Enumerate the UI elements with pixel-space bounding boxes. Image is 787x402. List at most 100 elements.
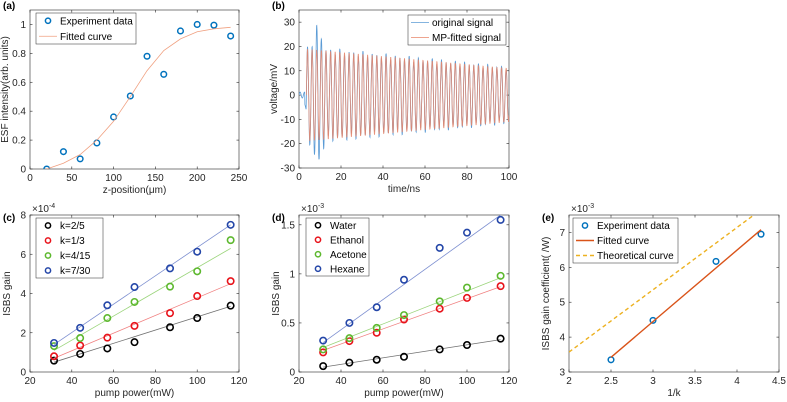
data-point [319, 348, 328, 357]
legend: Experiment data Fitted curve Theoretical c… [572, 217, 679, 264]
legend-marker [44, 222, 52, 229]
plot-area [569, 215, 765, 364]
data-point [496, 282, 505, 291]
data-point [372, 328, 381, 337]
legend-marker [314, 221, 322, 229]
data-point [50, 342, 59, 351]
data-point [462, 293, 471, 302]
y-tick-label: 3 [559, 368, 565, 379]
legend-marker [314, 265, 322, 273]
data-point [130, 297, 139, 306]
panel-label: (d) [272, 213, 285, 224]
data-point [462, 283, 471, 292]
x-tick-label: 3.5 [688, 376, 702, 387]
x-axis-label: time/ns [388, 184, 420, 195]
data-point [76, 341, 85, 350]
legend-marker [314, 236, 322, 244]
series-line [569, 215, 755, 353]
data-point [76, 155, 84, 163]
axis-exponent-power: -4 [49, 203, 55, 210]
legend-label: MP-fitted signal [432, 33, 501, 44]
panel-label: (e) [542, 213, 554, 224]
axis-exponent-power: -3 [318, 203, 324, 210]
data-point [193, 20, 201, 29]
legend-label: Acetone [330, 250, 367, 261]
y-tick-label: 0 [289, 91, 295, 102]
legend-label: k=7/30 [60, 266, 91, 277]
legend-box [35, 12, 137, 45]
data-point [319, 362, 328, 371]
y-axis-label: voltage/mV [269, 64, 280, 114]
data-point [227, 32, 235, 40]
y-tick-label: 0.4 [12, 107, 26, 118]
data-point [130, 283, 139, 292]
x-axis-label: pump power(mW) [364, 388, 443, 399]
data-point [103, 314, 112, 323]
data-point [712, 257, 720, 265]
axis-exponent: ×10-3 [571, 203, 594, 215]
data-point [372, 355, 381, 364]
y-axis-label: ESF intensity(arb. units) [0, 36, 11, 143]
data-point [50, 356, 59, 365]
y-axis-label: ISBS gain [271, 271, 282, 315]
data-point [76, 323, 85, 332]
legend-marker [44, 17, 52, 25]
data-point [130, 338, 139, 347]
axis-exponent-power: -3 [588, 203, 594, 210]
y-axis-label: ISBS gain [2, 271, 13, 315]
y-tick-label: 30 [284, 18, 296, 29]
data-point [50, 338, 59, 347]
data-point [210, 21, 218, 29]
y-tick-label: 2 [20, 328, 26, 339]
data-point [462, 341, 471, 350]
y-tick-label: 1.5 [281, 220, 295, 231]
legend-marker [314, 250, 322, 258]
x-tick-label: 100 [501, 172, 518, 183]
legend: original signal MP-fitted signal [407, 14, 507, 46]
y-tick-label: 20 [284, 42, 296, 53]
legend-label: Hexane [330, 264, 365, 275]
x-tick-label: 20 [293, 376, 305, 387]
x-tick-label: 60 [377, 376, 389, 387]
legend: k=2/5 k=1/3 k=4/15 k=7/30 [35, 217, 104, 279]
legend-label: k=1/3 [60, 236, 85, 247]
x-tick-label: 150 [147, 173, 164, 184]
x-tick-label: 40 [377, 172, 389, 183]
data-point [399, 275, 408, 284]
fit-line [53, 224, 231, 345]
fit-line [53, 248, 231, 351]
x-tick-label: 200 [189, 173, 206, 184]
data-point [166, 282, 175, 291]
x-tick-label: 100 [105, 173, 122, 184]
data-point [193, 267, 202, 276]
data-point [103, 333, 112, 342]
data-point [345, 358, 354, 367]
data-point [345, 337, 354, 346]
y-tick-label: 0 [289, 368, 295, 379]
series-line [46, 26, 231, 169]
legend-label: Fitted curve [60, 32, 113, 43]
x-tick-label: 40 [335, 376, 347, 387]
data-point [59, 148, 67, 156]
x-tick-label: 80 [150, 376, 162, 387]
data-point [372, 323, 381, 332]
plot-area [319, 215, 505, 371]
data-point [649, 316, 657, 324]
data-point [496, 271, 505, 280]
data-point [50, 352, 59, 361]
series-line-mp-fitted-signal [306, 49, 509, 141]
y-tick-label: 8 [20, 211, 26, 222]
y-tick-label: 0.8 [12, 49, 26, 60]
y-tick-label: 1 [289, 269, 295, 280]
panel-b: 0 20 40 60 80 100 -30 -20 -10 0 10 20 30 time/ns volta… [269, 1, 518, 195]
y-tick-label: 0 [20, 165, 26, 176]
legend-label: Ethanol [330, 235, 364, 246]
x-tick-label: 100 [459, 376, 476, 387]
y-tick-label: 4 [20, 289, 26, 300]
x-tick-label: 250 [231, 173, 248, 184]
data-point [462, 228, 471, 237]
x-tick-label: 3 [650, 376, 656, 387]
data-point [166, 323, 175, 332]
plot-area [50, 220, 235, 365]
